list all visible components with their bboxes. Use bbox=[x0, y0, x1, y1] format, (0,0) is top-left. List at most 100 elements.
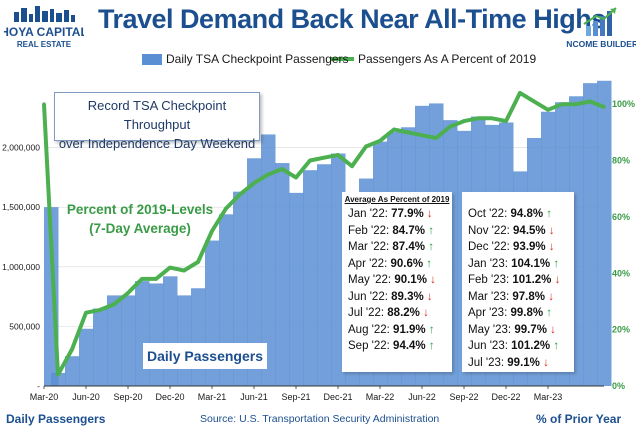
table-row-value: 99.8% bbox=[510, 307, 544, 319]
table-row-value: 93.9% bbox=[513, 241, 546, 253]
line-point bbox=[518, 91, 522, 95]
legend-swatches bbox=[142, 54, 354, 65]
line-point bbox=[336, 153, 340, 157]
table-row-value: 104.1% bbox=[511, 257, 551, 270]
percent-line bbox=[42, 90, 606, 377]
arrow-up-icon: ↑ bbox=[543, 208, 553, 220]
arrow-down-icon: ↓ bbox=[423, 208, 433, 220]
table-row-value: 101.2% bbox=[512, 274, 552, 286]
line-point bbox=[476, 116, 480, 121]
table-row: Apr '22: 90.6% ↑ bbox=[342, 256, 452, 273]
line-point bbox=[98, 308, 102, 312]
arrow-down-icon: ↓ bbox=[539, 356, 549, 369]
table-row: Feb '22: 84.7% ↑ bbox=[342, 223, 452, 240]
hoya-capital-logo: HOYA CAPITAL REAL ESTATE bbox=[0, 6, 88, 50]
table-row: May '22: 90.1% ↓ bbox=[342, 272, 452, 289]
arrow-down-icon: ↓ bbox=[545, 290, 554, 303]
line-point bbox=[56, 372, 60, 377]
table-row-value: 101.2% bbox=[511, 340, 551, 352]
table-row-month: Mar '22: bbox=[348, 241, 393, 253]
bar bbox=[51, 372, 66, 386]
line-point bbox=[42, 102, 46, 106]
table-row: Apr '23: 99.8% ↑ bbox=[462, 305, 574, 322]
line-point bbox=[196, 260, 200, 264]
bar-growth-icon: INCOME BUILDER bbox=[564, 7, 638, 49]
line-point bbox=[364, 144, 368, 149]
line-point bbox=[392, 127, 396, 132]
line-point bbox=[574, 102, 578, 106]
y-left-tick-label: 1,000,000 bbox=[2, 262, 40, 272]
bar bbox=[597, 80, 612, 387]
line-point bbox=[280, 167, 284, 171]
arrow-up-icon: ↑ bbox=[550, 257, 560, 270]
line-point bbox=[252, 181, 256, 185]
y-left-tick-label: 1,500,000 bbox=[2, 202, 40, 212]
city-skyline-icon: HOYA CAPITAL REAL ESTATE bbox=[0, 6, 88, 49]
bar bbox=[275, 163, 290, 386]
table-row: Jan '22: 77.9% ↓ bbox=[342, 206, 452, 223]
line-point bbox=[406, 130, 410, 135]
daily-passengers-label: Daily Passengers bbox=[143, 343, 267, 369]
table-row-value: 91.9% bbox=[393, 323, 426, 336]
arrow-down-icon: ↓ bbox=[423, 290, 433, 303]
arrow-down-icon: ↓ bbox=[545, 241, 555, 253]
line-point bbox=[532, 99, 536, 104]
arrow-up-icon: ↑ bbox=[550, 340, 560, 352]
bar bbox=[317, 164, 332, 386]
line-point bbox=[112, 302, 116, 307]
income-builder-logo: INCOME BUILDER bbox=[564, 6, 638, 50]
table-row: Mar '22: 87.4% ↑ bbox=[342, 239, 452, 256]
chart-title: Travel Demand Back Near All-Time Highs bbox=[98, 4, 606, 34]
record-annotation-box: Record TSA Checkpoint Throughput over In… bbox=[54, 92, 260, 151]
bar bbox=[289, 192, 304, 386]
percent-label-line-2: (7-Day Average) bbox=[89, 221, 191, 236]
line-point bbox=[602, 105, 606, 109]
table-row-value: 77.9% bbox=[391, 208, 424, 220]
line-point bbox=[168, 265, 172, 270]
arrow-up-icon: ↑ bbox=[423, 257, 433, 270]
arrow-up-icon: ↑ bbox=[425, 323, 435, 336]
y-right-tick-label: 20% bbox=[612, 325, 630, 335]
line-point bbox=[420, 133, 424, 137]
line-point bbox=[224, 206, 228, 211]
table-row: Jul '23: 99.1% ↓ bbox=[462, 355, 574, 372]
x-tick-label: Sep-21 bbox=[281, 392, 310, 402]
x-tick-label: Sep-20 bbox=[113, 392, 142, 402]
bar bbox=[107, 295, 122, 386]
arrow-down-icon: ↓ bbox=[546, 323, 556, 336]
table-row-month: Jun '23: bbox=[468, 340, 512, 352]
footer-right-label: % of Prior Year bbox=[536, 412, 622, 426]
table-row-value: 97.8% bbox=[512, 290, 545, 303]
table-row-month: May '22: bbox=[348, 274, 395, 286]
table-row-month: Jan '23: bbox=[468, 257, 512, 270]
line-point bbox=[308, 158, 312, 163]
x-tick-label: Jun-21 bbox=[240, 392, 268, 402]
table-row-value: 99.1% bbox=[507, 356, 540, 369]
annotation-line-2: over Independence Day Weekend bbox=[58, 136, 256, 151]
table-row-value: 94.4% bbox=[393, 340, 426, 352]
table-row: Jun '22: 89.3% ↓ bbox=[342, 289, 452, 306]
line-point bbox=[546, 108, 550, 112]
y-left-tick-label: 500,000 bbox=[9, 321, 40, 331]
y-right-tick-label: 60% bbox=[612, 212, 630, 222]
table-row-value: 89.3% bbox=[391, 290, 424, 303]
table-row: Feb '23: 101.2% ↓ bbox=[462, 272, 574, 289]
bar bbox=[191, 288, 206, 386]
logo-left-line1: HOYA CAPITAL bbox=[4, 25, 84, 39]
x-tick-label: Dec-21 bbox=[323, 392, 352, 402]
annotation-line-1: Record TSA Checkpoint Throughput bbox=[87, 98, 227, 132]
percent-table-right: . Oct '22: 94.8% ↑Nov '22: 94.5% ↓Dec '2… bbox=[462, 192, 574, 372]
legend-line-label: Passengers As A Percent of 2019 bbox=[358, 52, 537, 66]
y-left-tick-label: 2,000,000 bbox=[2, 143, 40, 153]
table-row-value: 84.7% bbox=[392, 224, 425, 237]
table-row-month: Jul '22: bbox=[348, 307, 388, 319]
line-point bbox=[238, 192, 242, 197]
logo-right-text: INCOME BUILDER bbox=[566, 39, 636, 49]
table-row-month: Apr '22: bbox=[348, 257, 391, 270]
x-tick-label: Mar-23 bbox=[534, 392, 563, 402]
bar bbox=[93, 308, 108, 386]
bar bbox=[247, 158, 262, 386]
line-point bbox=[182, 268, 186, 273]
bar bbox=[79, 328, 94, 386]
table-row-month: Mar '23: bbox=[468, 290, 513, 303]
